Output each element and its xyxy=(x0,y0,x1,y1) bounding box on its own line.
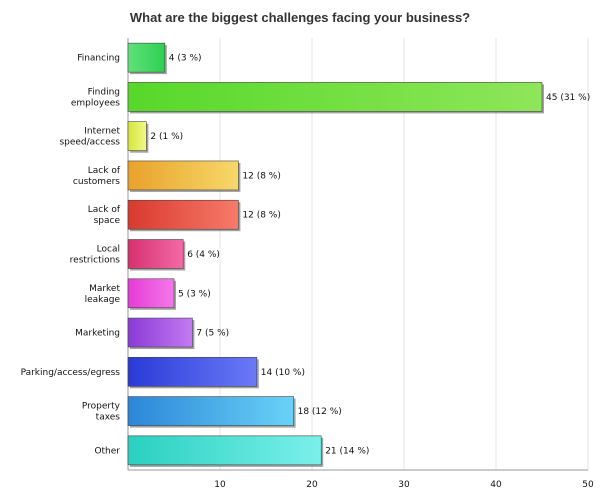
bar-value-label: 5 (3 %) xyxy=(178,289,211,299)
category-label: Parking/access/egress xyxy=(21,368,121,378)
bar-value-label: 7 (5 %) xyxy=(196,329,229,339)
x-tick-label: 30 xyxy=(398,480,410,490)
bars: 4 (3 %) Financing 45 (31 %) Finding employee… xyxy=(21,42,590,467)
bar-value-label: 12 (8 %) xyxy=(242,211,280,221)
x-tick-label: 50 xyxy=(582,480,594,490)
category-label: Finding employees xyxy=(71,87,120,108)
bar xyxy=(127,435,322,466)
bar xyxy=(127,82,543,112)
bar-value-label: 2 (1 %) xyxy=(150,132,183,142)
bar-value-label: 4 (3 %) xyxy=(169,54,202,64)
bar-value-label: 6 (4 %) xyxy=(187,250,220,260)
bar xyxy=(127,199,239,230)
bar xyxy=(127,317,193,348)
x-tick-label: 40 xyxy=(490,480,502,490)
bar-value-label: 12 (8 %) xyxy=(242,171,280,181)
category-label: Lack of space xyxy=(88,205,121,226)
bar xyxy=(127,239,184,269)
chart-title: What are the biggest challenges facing y… xyxy=(130,10,470,25)
bar xyxy=(127,121,147,151)
bar xyxy=(127,396,294,426)
bar xyxy=(127,278,175,309)
category-label: Market leakage xyxy=(85,284,121,305)
category-label: Marketing xyxy=(75,329,120,339)
x-axis-ticks: 10 20 30 40 50 xyxy=(214,480,594,490)
bar xyxy=(127,357,258,387)
category-label: Other xyxy=(94,446,120,456)
bar xyxy=(127,160,239,191)
category-label: Property taxes xyxy=(82,402,121,423)
category-label: Internet speed/access xyxy=(59,127,120,148)
x-tick-label: 10 xyxy=(214,480,226,490)
bar-value-label: 14 (10 %) xyxy=(261,368,305,378)
x-tick-label: 20 xyxy=(306,480,318,490)
category-label: Local restrictions xyxy=(70,245,121,266)
category-label: Lack of customers xyxy=(73,166,121,187)
category-label: Financing xyxy=(77,54,120,64)
bar xyxy=(127,42,166,73)
bar-value-label: 45 (31 %) xyxy=(546,93,590,103)
bar-value-label: 18 (12 %) xyxy=(298,407,342,417)
bar-value-label: 21 (14 %) xyxy=(325,446,369,456)
